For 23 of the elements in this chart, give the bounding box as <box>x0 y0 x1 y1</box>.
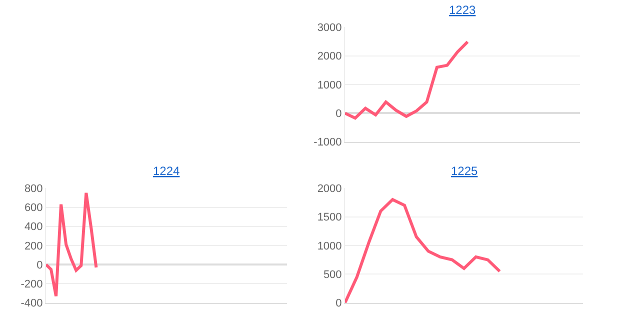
y-tick-label: 1000 <box>317 240 342 252</box>
y-tick-label: -1000 <box>314 136 342 149</box>
y-tick-label: 400 <box>24 221 43 234</box>
y-tick-label: 1500 <box>317 212 342 224</box>
y-tick-label: 2000 <box>317 50 342 63</box>
y-tick-label: 2000 <box>317 182 342 195</box>
chart-title: 1223 <box>449 3 476 17</box>
y-tick-label: 600 <box>24 202 43 214</box>
y-tick-label: -200 <box>20 278 43 291</box>
y-tick-label: 0 <box>336 108 342 120</box>
y-tick-label: -400 <box>20 298 43 310</box>
y-tick-label: 800 <box>24 182 43 195</box>
y-tick-label: 200 <box>24 240 43 252</box>
line-series <box>345 198 502 303</box>
y-tick-label: 1000 <box>317 79 342 92</box>
line-series <box>345 40 470 120</box>
y-tick-label: 0 <box>336 298 342 310</box>
y-tick-label: 3000 <box>317 22 342 34</box>
y-tick-label: 0 <box>36 259 43 272</box>
y-tick-label: 500 <box>323 269 342 282</box>
chart-title: 1225 <box>451 164 478 178</box>
chart-title: 1224 <box>153 164 180 178</box>
line-series <box>46 191 98 298</box>
